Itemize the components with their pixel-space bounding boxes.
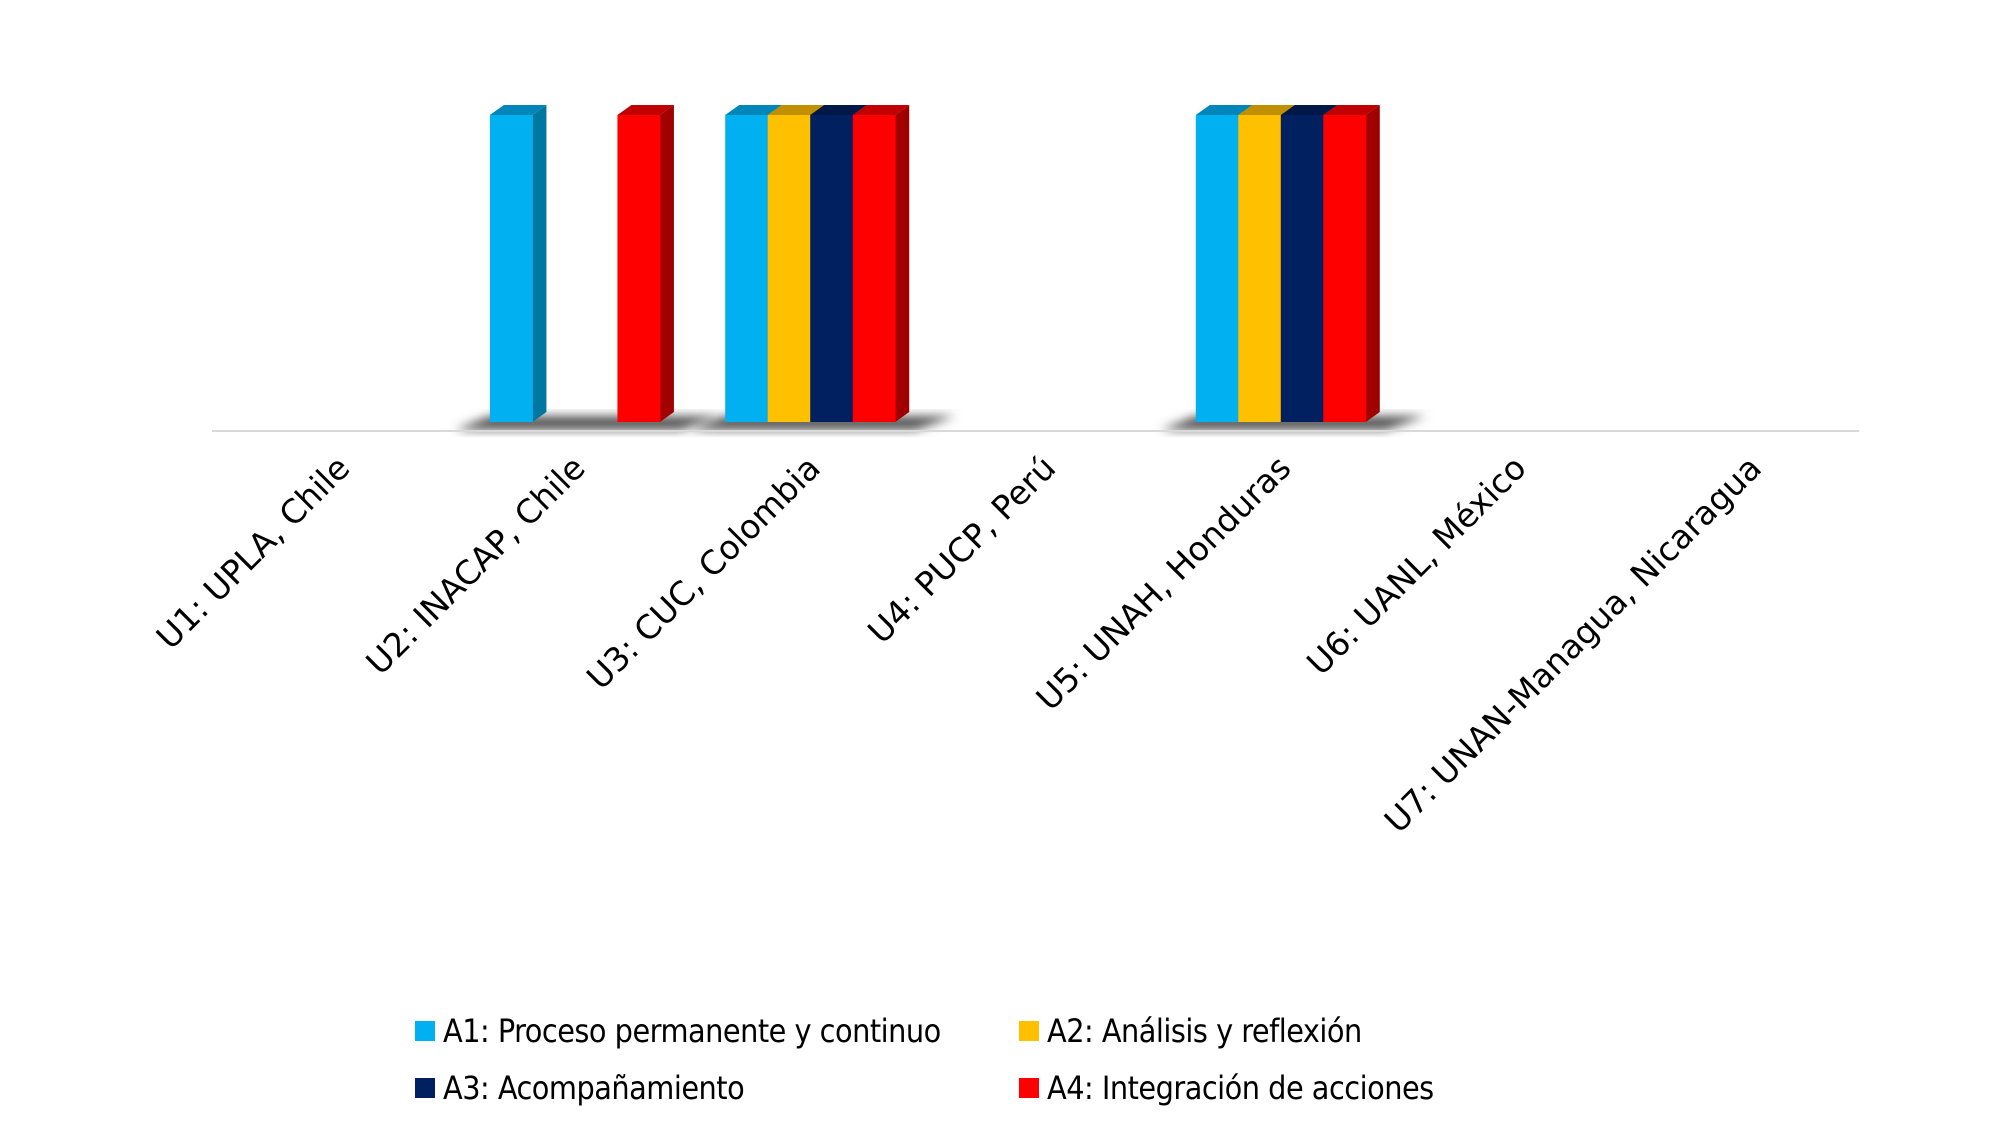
bar-top bbox=[617, 105, 674, 115]
legend-label: A4: Integración de acciones bbox=[1047, 1069, 1434, 1107]
bar bbox=[489, 115, 533, 422]
x-tick-label: U7: UNAN-Managua, Nicaragua bbox=[1377, 448, 1769, 840]
bar-top bbox=[1280, 105, 1338, 115]
x-tick-label: U2: INACAP, Chile bbox=[358, 448, 592, 682]
bar-top bbox=[767, 105, 825, 115]
bar-top bbox=[852, 105, 910, 115]
legend-swatch bbox=[1019, 1021, 1039, 1041]
legend-item: A4: Integración de acciones bbox=[1019, 1069, 1434, 1107]
x-tick-label: U3: CUC, Colombia bbox=[579, 448, 828, 697]
legend-swatch bbox=[415, 1021, 435, 1041]
bar-top bbox=[489, 105, 547, 115]
bar-top bbox=[1195, 105, 1253, 115]
legend-label: A1: Proceso permanente y continuo bbox=[443, 1012, 941, 1050]
bar-side bbox=[895, 105, 910, 422]
bar bbox=[725, 115, 769, 422]
bar bbox=[767, 115, 811, 422]
legend-swatch bbox=[1019, 1078, 1039, 1098]
bar-side bbox=[532, 105, 547, 422]
bar bbox=[1323, 115, 1367, 422]
bar-top bbox=[725, 105, 782, 115]
legend-item: A2: Análisis y reflexión bbox=[1019, 1012, 1362, 1050]
bar bbox=[617, 115, 661, 422]
bar bbox=[1238, 115, 1282, 422]
bar bbox=[1195, 115, 1239, 422]
bar-side bbox=[1365, 105, 1380, 422]
legend-item: A3: Acompañamiento bbox=[415, 1069, 745, 1107]
legend-label: A3: Acompañamiento bbox=[443, 1069, 745, 1107]
x-tick-label: U4: PUCP, Perú bbox=[860, 448, 1063, 651]
legend-label: A2: Análisis y reflexión bbox=[1047, 1012, 1362, 1050]
bar bbox=[810, 115, 854, 422]
legend-item: A1: Proceso permanente y continuo bbox=[415, 1012, 941, 1050]
bar-top bbox=[1238, 105, 1295, 115]
x-tick-label: U6: UANL, México bbox=[1299, 448, 1534, 683]
bar bbox=[852, 115, 896, 422]
bar-top bbox=[810, 105, 867, 115]
bar-top bbox=[1323, 105, 1380, 115]
legend-swatch bbox=[415, 1078, 435, 1098]
bar bbox=[1280, 115, 1324, 422]
x-tick-label: U5: UNAH, Honduras bbox=[1029, 448, 1299, 718]
x-tick-label: U1: UPLA, Chile bbox=[149, 448, 358, 657]
bar-side bbox=[659, 105, 674, 422]
